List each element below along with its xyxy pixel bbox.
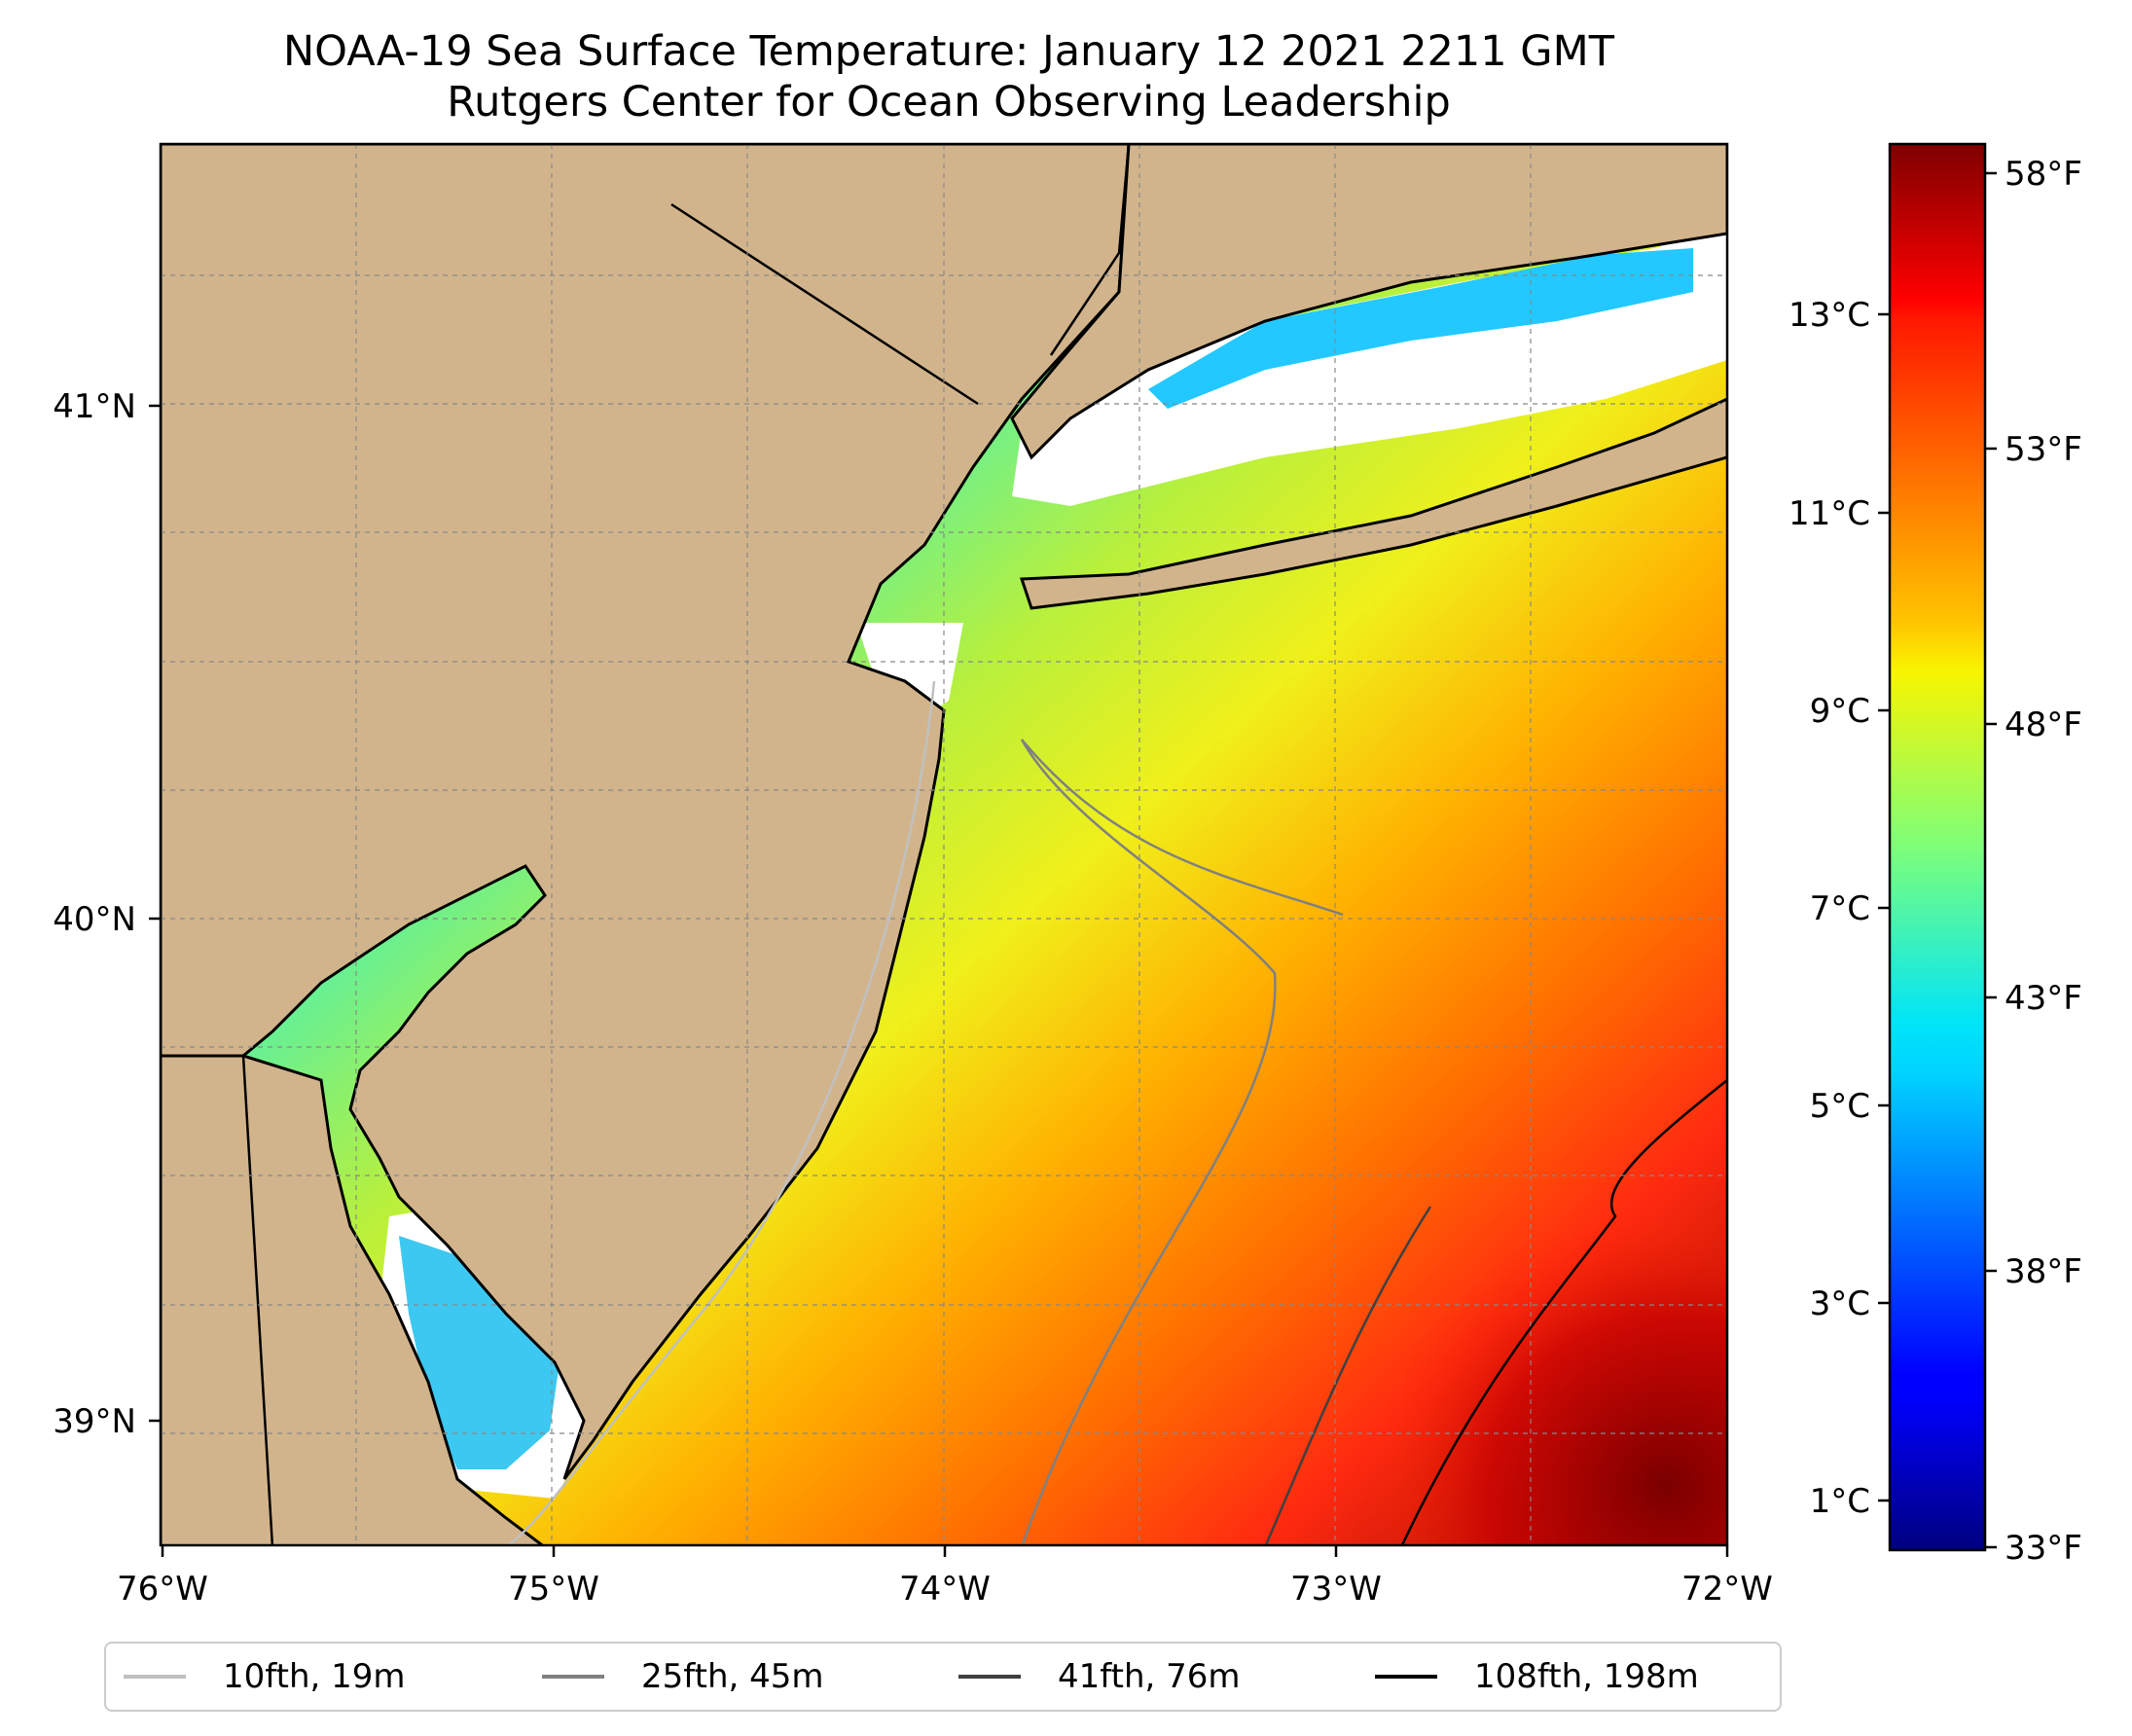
colorbar-fahrenheit-label: 48°F [2005,705,2082,744]
contour-76m [1264,1206,1432,1545]
lat-tick-label: 39°N [53,1402,136,1441]
colorbar-celsius-label: 11°C [1789,494,1870,533]
state-border-de-md [161,1054,274,1545]
legend-item: 108fth, 198m [1375,1644,1699,1710]
colorbar-ticks [1878,171,1997,1549]
legend-item: 10fth, 19m [124,1644,406,1710]
colorbar-celsius-label: 9°C [1810,692,1870,731]
chart-subtitle: Rutgers Center for Ocean Observing Leade… [447,78,1451,127]
colorbar-fahrenheit-label: 43°F [2005,979,2082,1018]
map-plot-area [161,144,1727,1545]
colorbar-celsius-label: 7°C [1810,889,1870,928]
state-border-ny-nj [670,202,979,406]
lat-tick-label: 41°N [53,387,136,426]
colorbar-fahrenheit-label: 53°F [2005,430,2082,469]
lat-tick-label: 40°N [53,900,136,939]
contour-legend: 10fth, 19m 25fth, 45m 41fth, 76m 108fth,… [104,1642,1782,1712]
contour-45m-ridge [1021,739,1344,917]
land-delmarva [161,1054,545,1545]
contour-45m [1020,739,1277,1545]
legend-swatch [1375,1675,1437,1679]
lon-tick-label: 75°W [508,1570,599,1609]
colorbar [1888,142,1987,1552]
colorbar-celsius-label: 13°C [1789,296,1870,335]
lon-tick-label: 72°W [1681,1570,1773,1609]
colorbar-fahrenheit-label: 38°F [2005,1252,2082,1291]
chart-title: NOAA-19 Sea Surface Temperature: January… [283,27,1614,76]
colorbar-fahrenheit-label: 58°F [2005,155,2082,194]
legend-label: 10fth, 19m [223,1657,406,1696]
legend-label: 108fth, 198m [1474,1657,1699,1696]
delaware-bay-sst [399,1236,560,1469]
lon-tick-label: 73°W [1290,1570,1382,1609]
colorbar-celsius-label: 3°C [1810,1284,1870,1323]
legend-label: 25fth, 45m [641,1657,824,1696]
legend-swatch [958,1675,1021,1679]
warm-core [1070,924,1727,1545]
colorbar-fahrenheit-label: 33°F [2005,1529,2082,1568]
legend-swatch [542,1675,604,1679]
colorbar-celsius-label: 5°C [1810,1087,1870,1126]
land-long-island [1019,397,1727,610]
legend-item: 41fth, 76m [958,1644,1241,1710]
colorbar-celsius-label: 1°C [1810,1482,1870,1521]
land-new-england [1010,144,1727,460]
lon-tick-label: 74°W [899,1570,991,1609]
axis-ticks [149,404,1729,1557]
land-mainland [161,144,1131,1480]
no-data-area [856,623,963,710]
legend-item: 25fth, 45m [542,1644,824,1710]
state-border-ny-ct [1049,144,1131,356]
legend-swatch [124,1675,186,1679]
sound-sst [1148,248,1693,409]
gridlines [161,144,1727,1545]
legend-label: 41fth, 76m [1058,1657,1241,1696]
lon-tick-label: 76°W [117,1570,208,1609]
contour-198m [1400,1079,1727,1545]
